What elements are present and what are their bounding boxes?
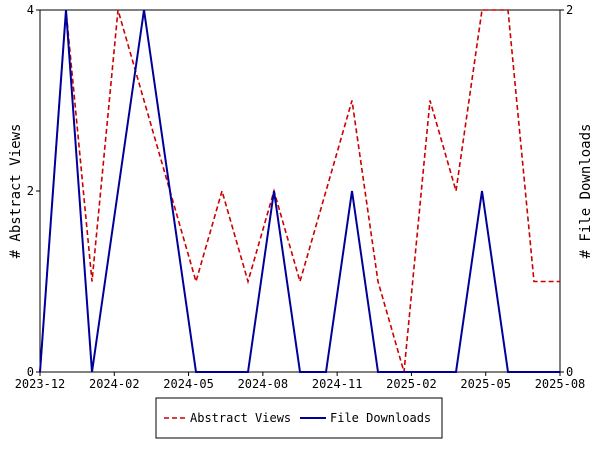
y-tick-label: 2	[27, 184, 34, 198]
legend: Abstract Views File Downloads	[155, 397, 443, 439]
x-tick-label: 2025-08	[535, 377, 586, 391]
right-axis-ticks: 02	[560, 3, 573, 379]
x-tick-label: 2025-02	[386, 377, 437, 391]
x-axis-ticks: 2023-12 2024-02 2024-05 2024-08 2024-11 2025-…	[15, 372, 586, 391]
y2-tick-label: 2	[566, 3, 573, 17]
series-line-abstract-views	[39, 9, 560, 373]
x-tick-label: 2024-02	[89, 377, 140, 391]
legend-label-abstract-views: Abstract Views	[190, 411, 291, 425]
x-tick-label: 2024-11	[312, 377, 363, 391]
x-tick-label: 2025-05	[460, 377, 511, 391]
x-tick-label: 2024-05	[163, 377, 214, 391]
y-tick-label: 0	[27, 365, 34, 379]
series-line-file-downloads	[39, 9, 560, 373]
plot-area: 024 02 2023-12 2024-02 2024-05 2024-08 2024-…	[15, 3, 586, 391]
y2-axis-title: # File Downloads	[578, 124, 594, 259]
x-tick-label: 2023-12	[15, 377, 66, 391]
legend-box	[155, 397, 443, 439]
y2-tick-label: 0	[566, 365, 573, 379]
y-axis-title: # Abstract Views	[8, 124, 24, 259]
left-axis-ticks: 0 2 4	[27, 3, 40, 379]
x-tick-label: 2024-08	[238, 377, 289, 391]
series-layer	[39, 9, 560, 373]
y-tick-label: 4	[27, 3, 34, 17]
legend-label-file-downloads: File Downloads	[330, 411, 431, 425]
